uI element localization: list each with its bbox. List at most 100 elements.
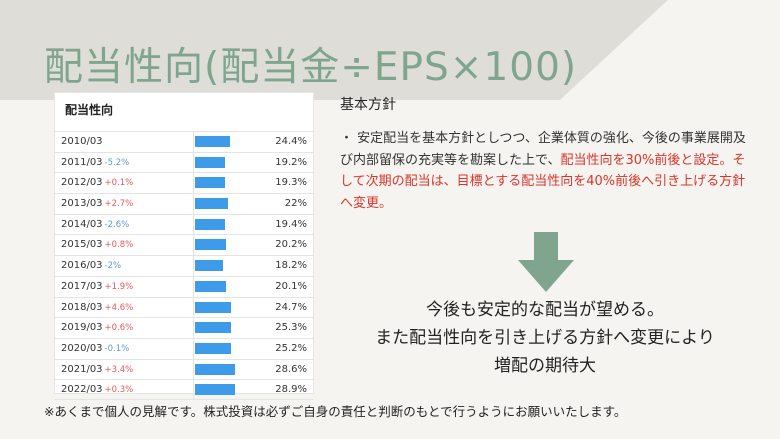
row-change: -5.2% — [104, 157, 130, 168]
row-year: 2018/03 +4.6% — [61, 302, 133, 313]
row-value: 24.7% — [275, 301, 307, 313]
table-row: 2021/03 +3.4% 28.6% — [55, 358, 313, 380]
row-year-text: 2021/03 — [61, 363, 103, 375]
row-bar — [195, 301, 231, 313]
row-value: 20.2% — [275, 239, 307, 251]
row-year: 2017/03 +1.9% — [61, 281, 133, 292]
row-value: 25.2% — [275, 342, 307, 354]
row-year: 2011/03 -5.2% — [61, 157, 129, 168]
row-value: 19.2% — [275, 156, 307, 168]
table-title: 配当性向 — [65, 103, 114, 117]
policy-text-highlight: 配当性向を30%前後と設定。そして次期の配当は、目標とする配当性向を40%前後へ… — [340, 152, 746, 211]
row-year-text: 2012/03 — [61, 177, 103, 189]
row-separator — [193, 256, 194, 276]
row-separator — [193, 194, 194, 214]
row-change: -2% — [104, 261, 122, 272]
row-separator — [193, 132, 194, 152]
table-row: 2016/03 -2% 18.2% — [55, 255, 313, 276]
row-change: +0.3% — [104, 385, 134, 396]
table-row: 2017/03 +1.9% 20.1% — [55, 275, 313, 297]
row-separator — [193, 297, 194, 318]
row-year: 2015/03 +0.8% — [61, 239, 133, 250]
table-row: 2010/03 24.4% — [55, 131, 313, 152]
row-bar — [195, 322, 232, 334]
row-year: 2010/03 — [61, 136, 103, 147]
conclusion-text: 今後も安定的な配当が望める。 また配当性向を引き上げる方針へ変更により 増配の期… — [340, 296, 750, 380]
table-row: 2022/03 +0.3% 28.9% — [55, 379, 313, 400]
table-rows: 2010/03 24.4% 2011/03 -5.2% 19.2% 2012/03 +0.1… — [55, 131, 313, 400]
row-value: 28.9% — [275, 384, 307, 396]
policy-text: ・ 安定配当を基本方針としつつ、企業体質の強化、今後の事業展開及び内部留保の充実… — [340, 128, 750, 214]
row-bar — [195, 280, 226, 292]
row-change: +0.6% — [104, 323, 134, 334]
row-year-text: 2015/03 — [61, 239, 103, 251]
down-arrow-icon — [518, 232, 574, 292]
row-year: 2014/03 -2.6% — [61, 219, 129, 230]
row-value: 19.4% — [275, 218, 307, 230]
row-value: 22% — [284, 198, 307, 210]
row-year: 2022/03 +0.3% — [61, 384, 133, 395]
background-corner-shape — [0, 0, 780, 100]
table-row: 2011/03 -5.2% 19.2% — [55, 151, 313, 173]
conclusion-line-3: 増配の期待大 — [494, 356, 596, 376]
row-change: +3.4% — [104, 364, 134, 375]
row-bar — [195, 239, 226, 251]
row-year-text: 2020/03 — [61, 342, 103, 354]
row-bar — [195, 136, 231, 147]
table-row: 2013/03 +2.7% 22% — [55, 193, 313, 214]
row-separator — [193, 359, 194, 380]
row-year: 2013/03 +2.7% — [61, 198, 133, 209]
row-bar — [195, 342, 232, 354]
row-year-text: 2011/03 — [61, 156, 103, 168]
row-change: +0.1% — [104, 178, 134, 189]
row-year: 2021/03 +3.4% — [61, 364, 133, 375]
row-bar — [195, 260, 224, 272]
row-separator — [193, 318, 194, 338]
row-bar — [195, 156, 225, 168]
row-separator — [193, 152, 194, 173]
table-row: 2020/03 -0.1% 25.2% — [55, 337, 313, 359]
row-change: +4.6% — [104, 302, 134, 313]
row-value: 25.3% — [275, 322, 307, 334]
table-row: 2012/03 +0.1% 19.3% — [55, 172, 313, 194]
policy-heading: 基本方針 — [340, 97, 396, 113]
row-change: +2.7% — [104, 199, 134, 210]
row-year-text: 2016/03 — [61, 260, 103, 272]
row-change: +1.9% — [104, 281, 134, 292]
conclusion-line-2: また配当性向を引き上げる方針へ変更により — [375, 328, 715, 348]
row-year-text: 2017/03 — [61, 280, 103, 292]
row-year-text: 2022/03 — [61, 384, 103, 396]
row-separator — [193, 276, 194, 297]
row-year: 2019/03 +0.6% — [61, 322, 133, 333]
row-year: 2016/03 -2% — [61, 260, 121, 271]
row-value: 19.3% — [275, 177, 307, 189]
row-bar — [195, 363, 236, 375]
row-separator — [193, 214, 194, 235]
row-year-text: 2018/03 — [61, 301, 103, 313]
row-change: -0.1% — [104, 343, 130, 354]
row-separator — [193, 338, 194, 359]
row-year: 2012/03 +0.1% — [61, 177, 133, 188]
row-change: +0.8% — [104, 240, 134, 251]
page-title: 配当性向(配当金÷EPS×100) — [44, 45, 578, 90]
row-separator — [193, 380, 194, 399]
row-value: 18.2% — [275, 260, 307, 272]
row-year-text: 2014/03 — [61, 218, 103, 230]
table-row: 2015/03 +0.8% 20.2% — [55, 234, 313, 256]
row-change: -2.6% — [104, 219, 130, 230]
row-year-text: 2010/03 — [61, 136, 103, 147]
row-value: 28.6% — [275, 363, 307, 375]
conclusion-line-1: 今後も安定的な配当が望める。 — [426, 300, 664, 320]
disclaimer: ※あくまで個人の見解です。株式投資は必ずご自身の責任と判断のもとで行うようにお願… — [44, 404, 627, 419]
table-row: 2018/03 +4.6% 24.7% — [55, 296, 313, 318]
row-bar — [195, 218, 225, 230]
row-separator — [193, 235, 194, 256]
row-bar — [195, 384, 236, 396]
table-row: 2019/03 +0.6% 25.3% — [55, 317, 313, 338]
row-year-text: 2019/03 — [61, 322, 103, 334]
row-bar — [195, 198, 228, 210]
policy-text-normal: ・ 安定配当を基本方針としつつ、企業体質の強化、今後の事業展開及び内部留保の充実… — [340, 131, 746, 168]
row-year-text: 2013/03 — [61, 198, 103, 210]
row-bar — [195, 177, 225, 189]
row-year: 2020/03 -0.1% — [61, 343, 129, 354]
